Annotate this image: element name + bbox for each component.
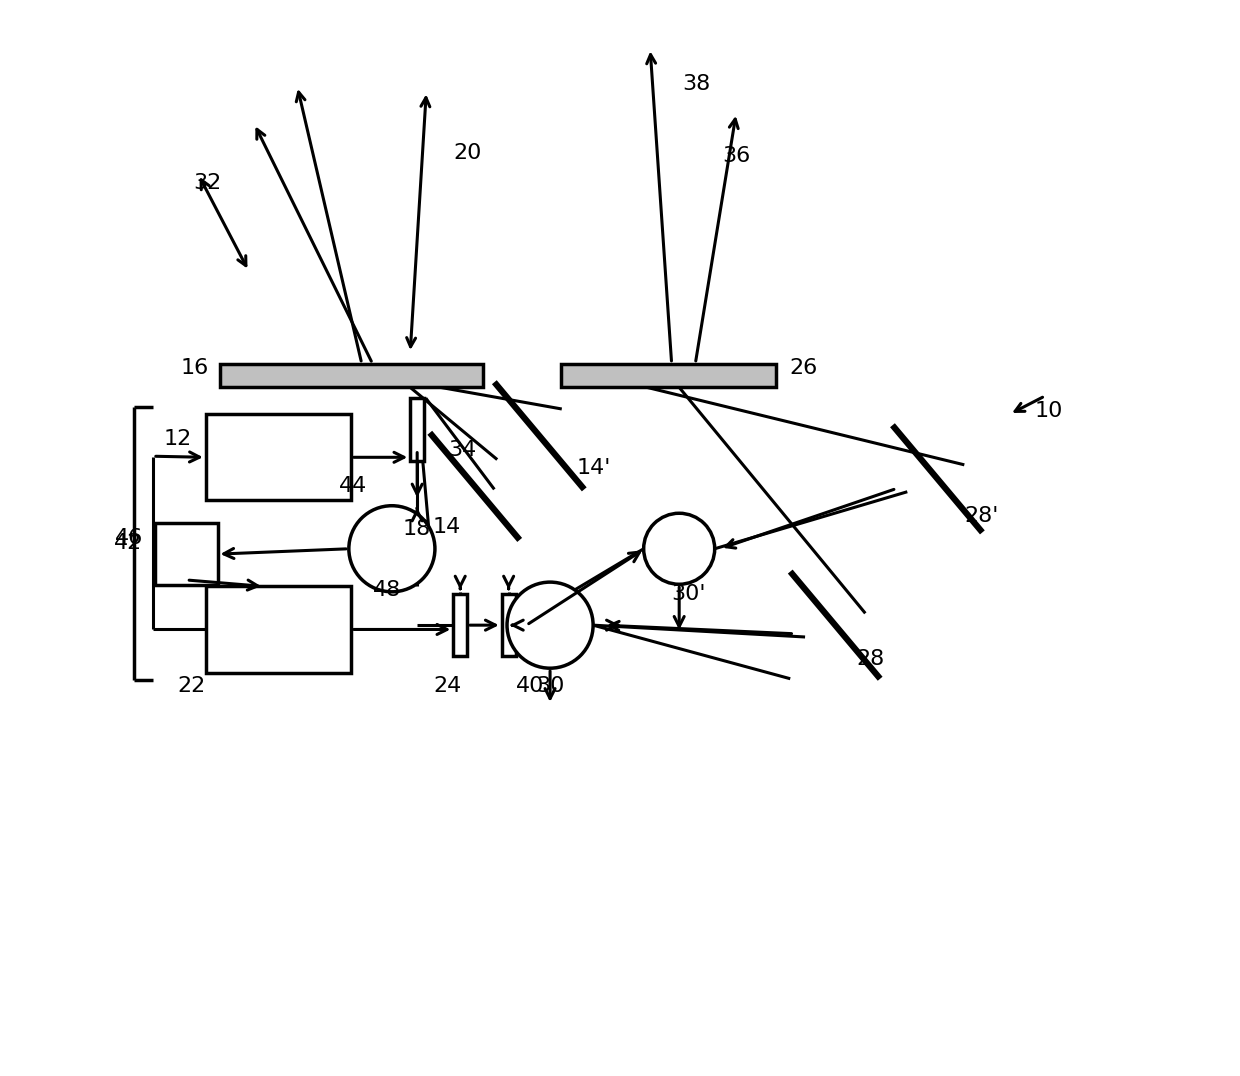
Circle shape — [507, 582, 593, 668]
Text: 14': 14' — [577, 458, 611, 478]
Text: 36: 36 — [722, 146, 750, 166]
Bar — [155, 523, 217, 585]
Text: 30: 30 — [536, 677, 564, 696]
Bar — [502, 594, 516, 656]
Text: 30': 30' — [672, 584, 706, 604]
Text: 34: 34 — [448, 440, 476, 459]
Bar — [206, 414, 351, 500]
Circle shape — [644, 513, 714, 584]
Text: 10: 10 — [1034, 401, 1063, 421]
Text: 24: 24 — [434, 677, 463, 696]
Bar — [453, 594, 467, 656]
Text: 22: 22 — [177, 677, 206, 696]
Text: 40: 40 — [516, 677, 544, 696]
Text: 26: 26 — [789, 358, 817, 378]
Text: 32: 32 — [193, 173, 222, 193]
Text: 28': 28' — [965, 507, 998, 526]
Text: 42: 42 — [114, 534, 143, 553]
Bar — [560, 364, 776, 387]
Text: 14: 14 — [433, 518, 461, 537]
Text: 48: 48 — [372, 580, 401, 599]
Text: 38: 38 — [682, 74, 711, 94]
Text: 44: 44 — [339, 477, 367, 496]
Text: 46: 46 — [115, 528, 144, 548]
Circle shape — [348, 506, 435, 592]
Text: 28: 28 — [857, 649, 885, 668]
Text: 18: 18 — [403, 520, 430, 539]
Bar — [410, 398, 424, 461]
Text: 20: 20 — [453, 143, 481, 162]
Text: 12: 12 — [164, 429, 192, 449]
Bar — [206, 586, 351, 672]
Text: 16: 16 — [181, 358, 210, 378]
Bar — [219, 364, 484, 387]
